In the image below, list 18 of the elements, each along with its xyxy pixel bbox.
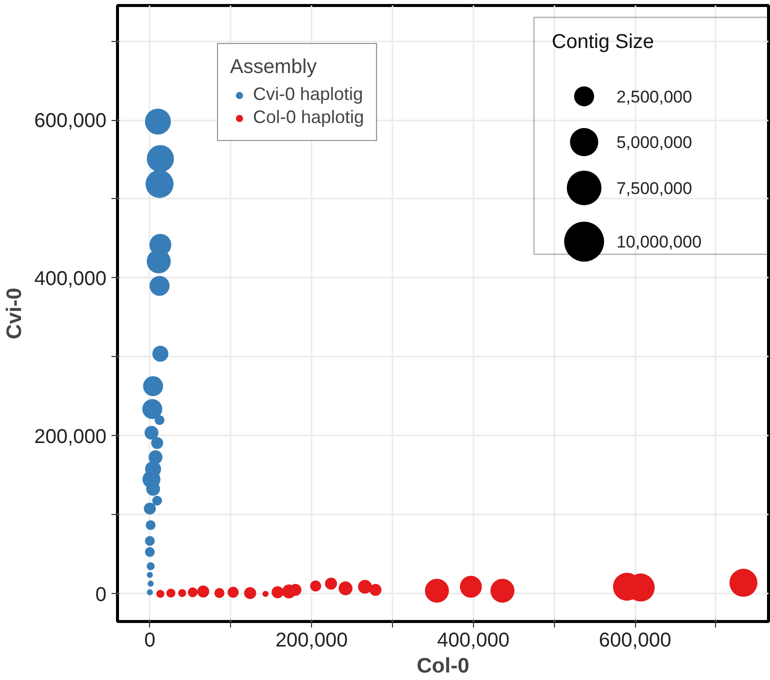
y-tick-label: 600,000 [34, 110, 106, 132]
y-tick-label: 200,000 [34, 426, 106, 448]
x-tick-label: 200,000 [275, 630, 348, 652]
x-tick-label: 600,000 [598, 630, 672, 652]
annotation: Contig Size [552, 30, 654, 53]
y-axis-title: Cvi-0 [3, 288, 26, 340]
legend-label: 2,500,000 [616, 87, 692, 106]
y-tick-label: 0 [95, 584, 106, 606]
legend-label: Col-0 haplotig [253, 107, 364, 128]
legend-title: Assembly [230, 56, 318, 79]
legend-label: 10,000,000 [616, 232, 702, 252]
x-tick-label: 400,000 [437, 630, 510, 652]
x-tick-label: 0 [144, 630, 156, 652]
legend-label: Cvi-0 haplotig [253, 84, 364, 105]
legend-label: 7,500,000 [616, 178, 692, 198]
x-axis-title: Col-0 [416, 654, 470, 678]
legend-label: 5,000,000 [616, 133, 692, 152]
y-tick-label: 400,000 [34, 268, 106, 290]
